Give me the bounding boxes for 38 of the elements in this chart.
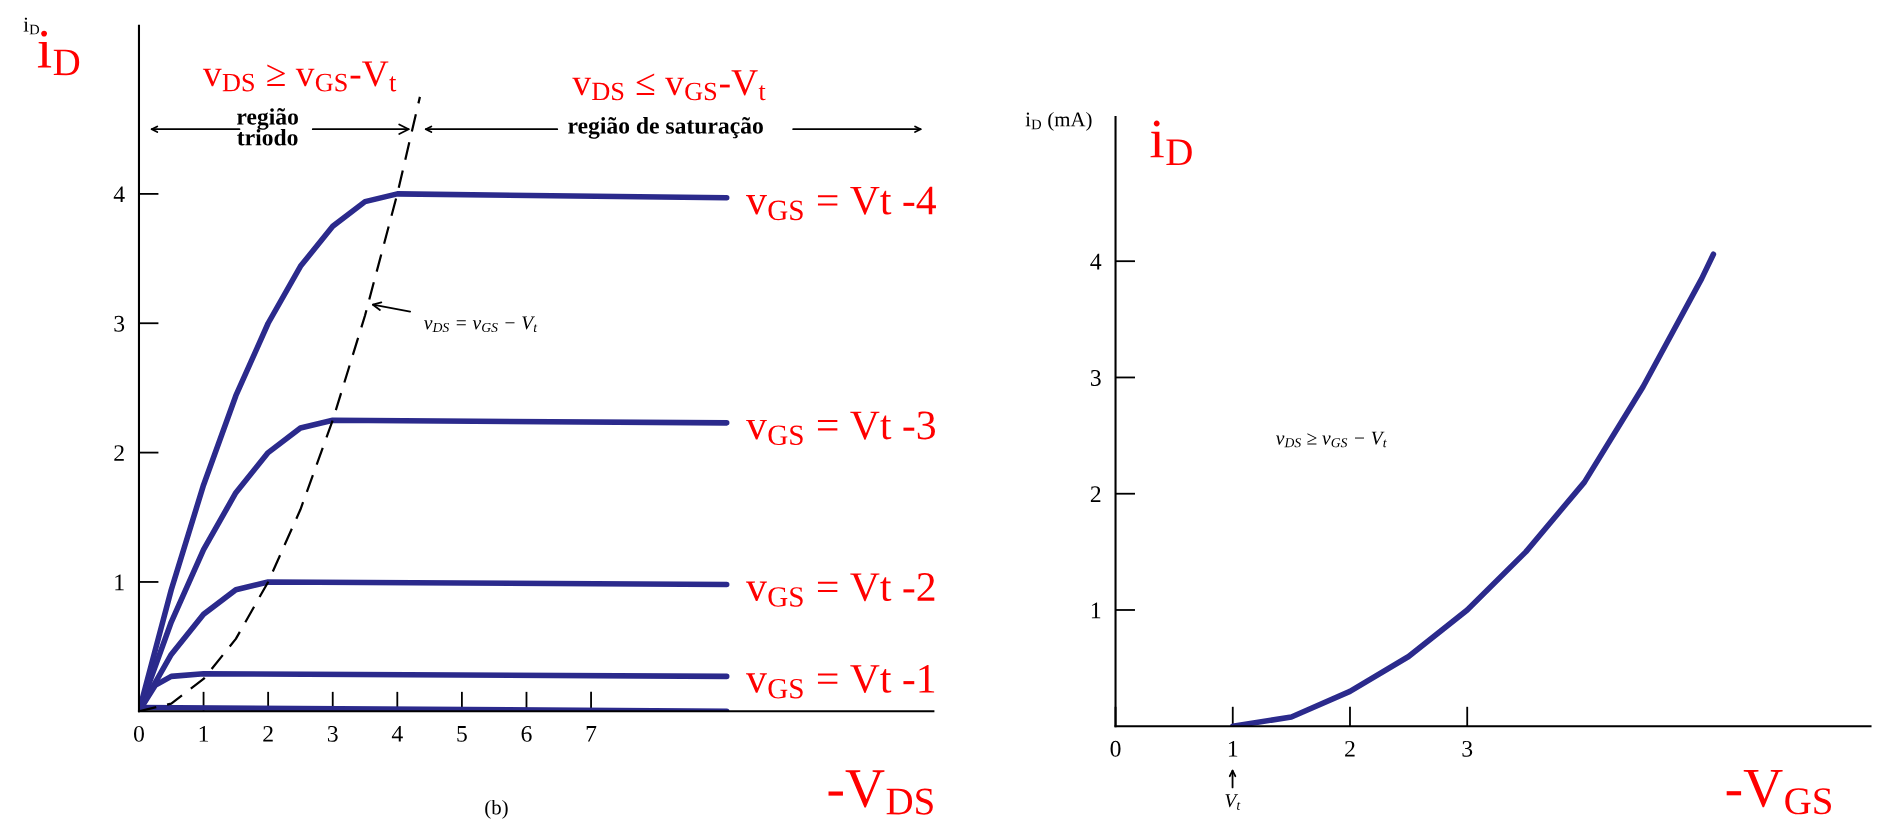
x-tick-label: 2 xyxy=(263,725,273,742)
annotation: v$_{DS}$ ≥ v$_{GS}$ − V$_{t}$ xyxy=(1276,431,1387,448)
series-label: v$_{GS}$ = Vt -1 xyxy=(746,664,935,699)
y-tick-label: 2 xyxy=(114,445,124,461)
annotation: região triodo xyxy=(237,108,298,146)
y-tick-label: 3 xyxy=(114,315,125,332)
x-tick-label: 3 xyxy=(1462,740,1473,757)
annotation: v$_{DS}$ = v$_{GS}$ − V$_{t}$ xyxy=(424,316,538,333)
x-tick-label: 1 xyxy=(199,726,209,742)
annotation: região de saturação xyxy=(568,117,763,139)
y-axis-title: i$_{D}$ (mA) xyxy=(1025,111,1092,131)
x-tick-label: 6 xyxy=(521,725,532,742)
series-label: v$_{GS}$ = Vt -3 xyxy=(746,411,935,446)
annotation: v$_{DS}$ ≤ v$_{GS}$-V$_{t}$ xyxy=(572,70,766,101)
y-tick-label: 2 xyxy=(1090,486,1101,502)
y-axis-title: i$_{D}$ xyxy=(23,17,40,35)
x-tick-label: 2 xyxy=(1345,740,1355,757)
annotation: i$_{D}$ xyxy=(1150,120,1192,166)
y-tick-label: 4 xyxy=(113,186,125,203)
x-tick-label: 1 xyxy=(1228,740,1238,757)
y-tick-label: 3 xyxy=(1090,370,1101,386)
x-tick-label: 5 xyxy=(457,726,467,742)
x-tick-label: 7 xyxy=(586,726,597,742)
text: V$_{t}$ xyxy=(1225,794,1241,810)
annotation: v$_{DS}$ ≥ v$_{GS}$-V$_{t}$ xyxy=(202,61,397,92)
series-label: v$_{GS}$ = Vt -2 xyxy=(746,573,935,607)
y-tick-label: 4 xyxy=(1090,253,1102,270)
y-tick-label: 1 xyxy=(115,574,124,591)
x-tick-label: 0 xyxy=(1110,740,1121,757)
text: (b) xyxy=(485,799,508,819)
x-tick-label: 0 xyxy=(133,725,144,742)
series-label: v$_{GS}$ = Vt -4 xyxy=(746,186,936,221)
x-tick-label: 4 xyxy=(391,726,403,742)
y-tick-label: 1 xyxy=(1091,602,1101,619)
x-axis-title: -V$_{GS}$ xyxy=(1726,769,1831,815)
x-axis-title: -V$_{DS}$ xyxy=(828,770,933,815)
text: i$_{D}$ xyxy=(37,30,80,76)
x-tick-label: 3 xyxy=(327,725,338,742)
